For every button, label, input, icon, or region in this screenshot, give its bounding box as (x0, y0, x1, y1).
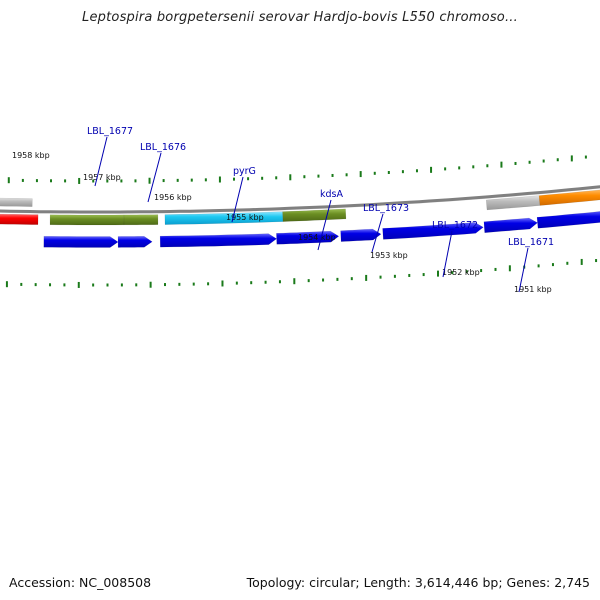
gene-label-leader (94, 136, 108, 187)
kbp-label: 1954 kbp (298, 233, 336, 242)
gene-arrow (536, 211, 600, 229)
backbone-line (0, 185, 600, 214)
topology-summary: Topology: circular; Length: 3,614,446 bp… (246, 575, 590, 590)
kbp-label: 1953 kbp (370, 251, 408, 260)
gene-arrow (483, 217, 538, 233)
cog-band-orange (538, 189, 600, 206)
gene-arrow (117, 236, 153, 248)
kbp-label: 1957 kbp (83, 173, 121, 182)
gene-label-leader (147, 152, 162, 203)
gene-label: LBL_1671 (508, 237, 554, 248)
tick-marks (5, 155, 598, 288)
kbp-label: 1956 kbp (154, 193, 192, 202)
kbp-label: 1955 kbp (226, 213, 264, 222)
genome-backbone (0, 185, 600, 214)
cog-band-red (0, 213, 39, 225)
gene-arrow (43, 235, 119, 248)
gene-label-leader (231, 176, 244, 223)
gene-label-leader (371, 213, 384, 253)
cog-band-cyan (164, 211, 284, 225)
kbp-label: 1958 kbp (12, 151, 50, 160)
labels-layer: 1958 kbp 1957 kbp 1956 kbp 1955 kbp 1954 kbp… (12, 126, 554, 294)
gene-label-leader (442, 230, 453, 278)
kbp-label: 1952 kbp (442, 268, 480, 277)
cog-band-green (282, 208, 347, 222)
map-title: Leptospira borgpetersenii serovar Hardjo… (82, 10, 518, 25)
gene-arrow (276, 230, 340, 245)
gene-label-leader (518, 247, 529, 293)
gene-label: kdsA (320, 189, 343, 200)
cog-band-green (123, 214, 159, 226)
gene-label: LBL_1677 (87, 126, 133, 137)
gene-arrow (340, 228, 382, 242)
gene-label: LBL_1672 (432, 220, 478, 231)
gene-label-leader (317, 199, 332, 251)
cog-band-green (49, 214, 125, 226)
gene-label: LBL_1673 (363, 203, 409, 214)
gene-arrow (159, 233, 278, 248)
kbp-label: 1951 kbp (514, 285, 552, 294)
cog-band-gray (0, 197, 33, 207)
accession-text: Accession: NC_008508 (9, 575, 152, 590)
gene-features (0, 189, 600, 248)
gene-label: LBL_1676 (140, 142, 186, 153)
gene-arrow (382, 222, 484, 240)
gene-label: pyrG (233, 166, 256, 177)
